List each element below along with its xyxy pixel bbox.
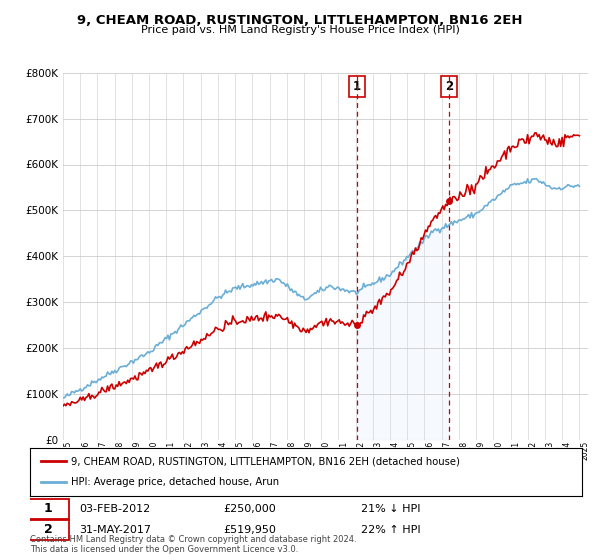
Text: 31-MAY-2017: 31-MAY-2017 [80, 525, 152, 535]
Text: HPI: Average price, detached house, Arun: HPI: Average price, detached house, Arun [71, 477, 280, 487]
Text: 1: 1 [44, 502, 52, 515]
FancyBboxPatch shape [27, 520, 68, 540]
Text: Price paid vs. HM Land Registry's House Price Index (HPI): Price paid vs. HM Land Registry's House … [140, 25, 460, 35]
Text: 22% ↑ HPI: 22% ↑ HPI [361, 525, 421, 535]
Text: Contains HM Land Registry data © Crown copyright and database right 2024.
This d: Contains HM Land Registry data © Crown c… [30, 535, 356, 554]
FancyBboxPatch shape [27, 498, 68, 519]
Text: 21% ↓ HPI: 21% ↓ HPI [361, 504, 421, 514]
Text: 2: 2 [44, 524, 52, 536]
Text: £250,000: £250,000 [223, 504, 276, 514]
Text: 2: 2 [445, 80, 453, 93]
Text: 03-FEB-2012: 03-FEB-2012 [80, 504, 151, 514]
Text: 9, CHEAM ROAD, RUSTINGTON, LITTLEHAMPTON, BN16 2EH: 9, CHEAM ROAD, RUSTINGTON, LITTLEHAMPTON… [77, 14, 523, 27]
Text: 9, CHEAM ROAD, RUSTINGTON, LITTLEHAMPTON, BN16 2EH (detached house): 9, CHEAM ROAD, RUSTINGTON, LITTLEHAMPTON… [71, 456, 460, 466]
Text: 1: 1 [353, 80, 361, 93]
Text: £519,950: £519,950 [223, 525, 276, 535]
